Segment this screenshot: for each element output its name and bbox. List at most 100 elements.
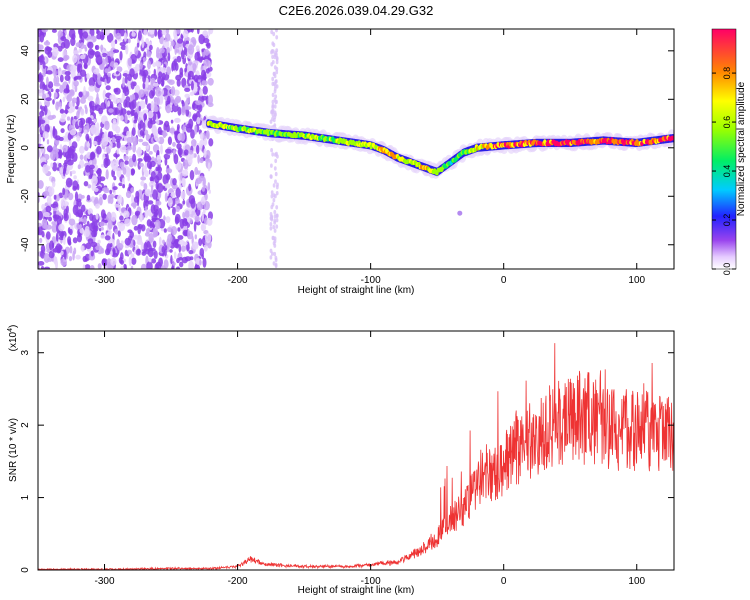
- noise-blob: [128, 256, 132, 267]
- noise-blob: [196, 105, 201, 111]
- noise-blob: [130, 109, 136, 117]
- noise-blob: [87, 95, 94, 102]
- noise-blob: [165, 168, 173, 174]
- noise-blob: [105, 55, 108, 66]
- noise-blob: [178, 184, 182, 190]
- noise-blob: [101, 258, 108, 266]
- noise-blob: [60, 42, 66, 49]
- noise-blob: [80, 195, 85, 199]
- noise-blob: [275, 59, 279, 65]
- noise-blob: [187, 156, 193, 166]
- noise-blob: [89, 105, 94, 115]
- noise-blob: [98, 196, 103, 206]
- noise-blob: [55, 259, 58, 269]
- noise-blob: [142, 82, 146, 90]
- noise-blob: [114, 39, 118, 44]
- noise-blob: [206, 42, 211, 49]
- noise-blob: [203, 38, 210, 44]
- noise-blob: [89, 265, 95, 269]
- noise-blob: [143, 57, 146, 62]
- noise-blob: [100, 226, 104, 231]
- noise-blob: [40, 105, 43, 110]
- noise-blob: [76, 198, 82, 203]
- noise-blob: [97, 239, 101, 244]
- noise-blob: [157, 112, 161, 119]
- noise-blob: [174, 205, 181, 212]
- x-tick-label: -100: [361, 576, 381, 587]
- noise-blob: [150, 100, 155, 112]
- noise-blob: [181, 177, 186, 188]
- noise-blob: [274, 179, 277, 184]
- noise-blob: [155, 166, 159, 172]
- noise-blob: [271, 92, 275, 98]
- noise-blob: [202, 257, 207, 268]
- colorbar-tick-label: 0.2: [722, 214, 732, 227]
- noise-blob: [51, 242, 55, 249]
- noise-blob: [38, 119, 46, 124]
- noise-blob: [78, 48, 82, 53]
- noise-blob: [105, 248, 110, 256]
- noise-blob: [273, 209, 277, 215]
- noise-blob: [165, 148, 172, 154]
- noise-blob: [157, 75, 162, 85]
- noise-blob: [120, 266, 124, 269]
- noise-blob: [156, 119, 160, 125]
- noise-blob: [190, 129, 195, 139]
- noise-blob: [274, 255, 278, 261]
- noise-blob: [189, 208, 196, 218]
- noise-blob: [55, 152, 59, 160]
- noise-blob: [59, 84, 64, 94]
- snr-y-multiplier: (x104): [7, 325, 19, 352]
- noise-blob: [168, 127, 176, 134]
- noise-blob: [203, 138, 208, 146]
- noise-blob: [80, 42, 85, 50]
- noise-blob: [182, 241, 188, 246]
- noise-blob: [184, 256, 192, 262]
- noise-blob: [38, 210, 43, 221]
- noise-blob: [130, 253, 135, 258]
- noise-blob: [175, 266, 181, 269]
- noise-blob: [73, 50, 80, 55]
- noise-blob: [72, 237, 78, 244]
- noise-blob: [161, 72, 166, 81]
- noise-blob: [167, 136, 172, 145]
- noise-blob: [148, 257, 152, 263]
- noise-blob: [82, 31, 89, 39]
- noise-blob: [86, 122, 90, 130]
- noise-blob: [73, 80, 79, 87]
- noise-blob: [62, 167, 66, 177]
- noise-blob: [163, 228, 167, 233]
- noise-blob: [83, 129, 88, 135]
- noise-blob: [271, 202, 275, 207]
- noise-blob: [72, 119, 76, 126]
- snr-frame: [37, 330, 675, 571]
- noise-blob: [275, 35, 279, 40]
- noise-blob: [143, 183, 148, 191]
- noise-blob: [167, 52, 171, 62]
- noise-blob: [273, 86, 277, 92]
- noise-blob: [271, 104, 275, 110]
- noise-blob: [116, 167, 122, 178]
- noise-blob: [52, 181, 56, 188]
- noise-blob: [112, 49, 120, 53]
- noise-blob: [109, 94, 116, 100]
- noise-blob: [68, 101, 73, 108]
- noise-blob: [88, 77, 96, 88]
- noise-blob: [173, 34, 178, 42]
- noise-blob: [62, 201, 69, 207]
- noise-blob: [199, 157, 204, 164]
- noise-blob: [95, 135, 102, 143]
- noise-blob: [39, 110, 45, 117]
- noise-blob: [110, 40, 116, 48]
- noise-blob: [142, 74, 147, 83]
- noise-blob: [173, 251, 177, 259]
- noise-blob: [136, 42, 140, 48]
- noise-blob: [84, 257, 88, 262]
- noise-blob: [273, 104, 277, 109]
- noise-blob: [51, 146, 58, 155]
- x-tick-label: 0: [501, 275, 507, 286]
- noise-blob: [113, 62, 119, 68]
- noise-blob: [111, 136, 116, 143]
- noise-blob: [110, 141, 113, 149]
